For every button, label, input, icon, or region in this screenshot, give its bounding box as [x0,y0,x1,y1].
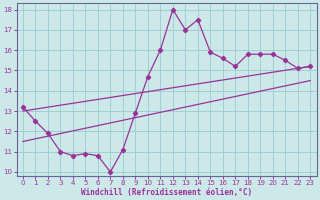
X-axis label: Windchill (Refroidissement éolien,°C): Windchill (Refroidissement éolien,°C) [81,188,252,197]
